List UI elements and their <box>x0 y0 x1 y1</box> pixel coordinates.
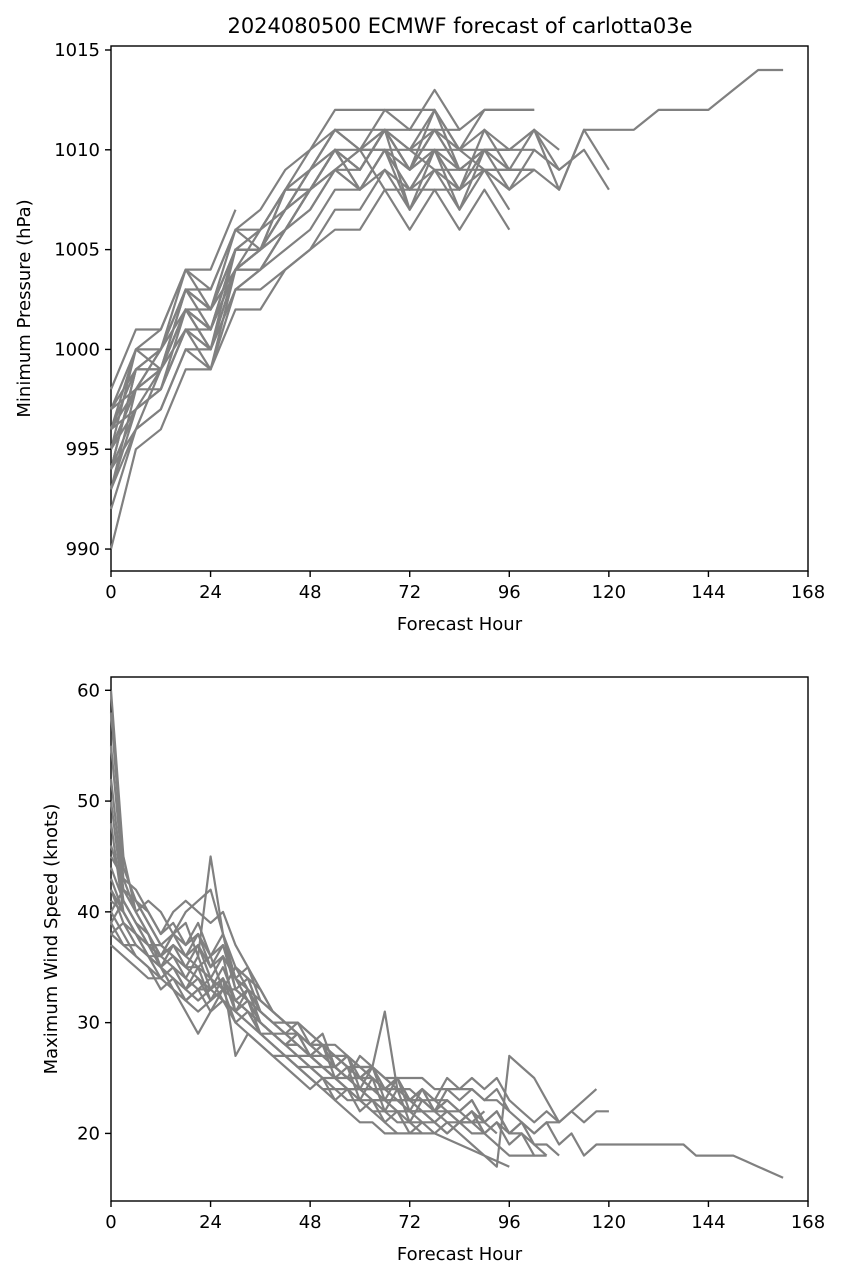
wind-series-line-5 <box>109 800 547 1157</box>
pressure-series-group <box>109 68 784 550</box>
pressure-series-line-11 <box>110 148 585 470</box>
wind-series-line-17 <box>110 888 511 1113</box>
wind-x-tick-label: 48 <box>299 1212 322 1233</box>
pressure-series-line-3 <box>109 148 610 490</box>
pressure-y-tick-label: 1005 <box>54 240 100 261</box>
pressure-series-line-4 <box>109 128 610 470</box>
wind-x-axis-label: Forecast Hour <box>397 1244 523 1265</box>
pressure-x-tick-label: 144 <box>691 582 725 603</box>
pressure-x-tick-label: 168 <box>791 582 825 603</box>
pressure-panel: 0 24 48 72 96 120 144 168 990 995 1000 1005 1010 1015… <box>14 40 825 635</box>
pressure-series-line-21 <box>109 128 510 450</box>
wind-x-tick-label: 96 <box>498 1212 521 1233</box>
pressure-axes-frame <box>110 45 809 572</box>
wind-series-line-19 <box>110 921 485 1124</box>
pressure-x-tick-label: 120 <box>592 582 626 603</box>
pressure-series-line-20 <box>109 148 461 470</box>
wind-series-line-1 <box>109 690 784 1179</box>
wind-x-tick-label: 72 <box>398 1212 421 1233</box>
pressure-series-line-14 <box>109 128 460 450</box>
pressure-series-line-17 <box>109 128 535 450</box>
pressure-series-line-12 <box>109 108 535 490</box>
wind-series-line-7 <box>109 845 510 1168</box>
pressure-y-axis-label: Minimum Pressure (hPa) <box>14 199 35 417</box>
chart-title: 2024080500 ECMWF forecast of carlotta03e <box>227 14 692 38</box>
wind-x-tick-label: 24 <box>199 1212 222 1233</box>
pressure-x-tick-label: 96 <box>498 582 521 603</box>
pressure-ticks: 0 24 48 72 96 120 144 168 990 995 1000 1005 1010 1015 <box>54 40 825 603</box>
pressure-y-tick-label: 1000 <box>54 339 100 360</box>
wind-series-line-18 <box>110 922 423 1135</box>
pressure-y-tick-label: 1010 <box>54 140 100 161</box>
pressure-y-tick-label: 995 <box>66 439 100 460</box>
wind-series-group <box>109 690 784 1179</box>
wind-y-axis-label: Maximum Wind Speed (knots) <box>41 804 62 1075</box>
wind-y-tick-label: 40 <box>77 902 100 923</box>
pressure-x-tick-label: 48 <box>299 582 322 603</box>
wind-x-tick-label: 120 <box>592 1212 626 1233</box>
wind-x-tick-label: 144 <box>691 1212 725 1233</box>
wind-y-tick-label: 30 <box>77 1013 100 1034</box>
wind-ticks: 0 24 48 72 96 120 144 168 20 30 40 50 60 <box>77 680 825 1233</box>
wind-series-line-2 <box>109 712 609 1124</box>
pressure-series-line-22 <box>110 128 461 411</box>
pressure-x-tick-label: 0 <box>105 582 116 603</box>
pressure-y-tick-label: 1015 <box>54 40 100 61</box>
wind-x-tick-label: 168 <box>791 1212 825 1233</box>
pressure-x-tick-label: 72 <box>398 582 421 603</box>
pressure-y-tick-label: 990 <box>66 539 100 560</box>
wind-x-tick-label: 0 <box>105 1212 116 1233</box>
pressure-x-tick-label: 24 <box>199 582 222 603</box>
pressure-series-line-7 <box>110 88 535 410</box>
wind-y-tick-label: 20 <box>77 1123 100 1144</box>
pressure-x-axis-label: Forecast Hour <box>397 614 523 635</box>
wind-y-tick-label: 60 <box>77 680 100 701</box>
wind-y-tick-label: 50 <box>77 791 100 812</box>
wind-series-line-20 <box>110 889 486 1135</box>
wind-panel: 0 24 48 72 96 120 144 168 20 30 40 50 60 Forecast Ho… <box>41 676 825 1265</box>
wind-axes-frame <box>110 676 809 1202</box>
pressure-series-line-2 <box>109 148 511 510</box>
pressure-series-line-10 <box>110 68 784 450</box>
wind-series-line-15 <box>110 933 498 1135</box>
pressure-series-line-1 <box>109 188 511 550</box>
